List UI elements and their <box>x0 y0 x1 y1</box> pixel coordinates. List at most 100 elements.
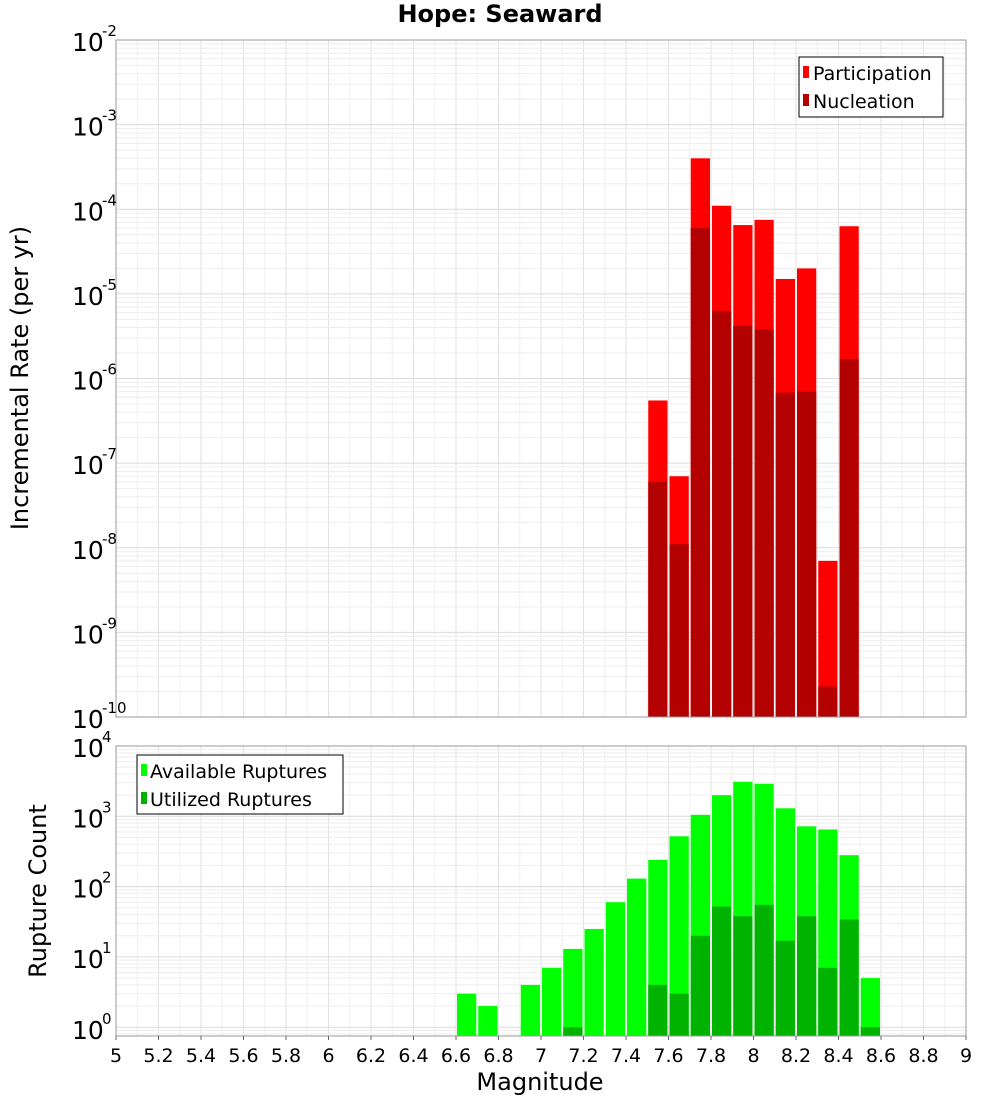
bottom-y-axis-label: Rupture Count <box>24 804 52 978</box>
bottom-y-tick-exponent: 2 <box>102 869 112 887</box>
top-y-axis-label: Incremental Rate (per yr) <box>6 226 34 530</box>
bottom-bar-utilized-ruptures <box>712 906 732 1036</box>
nucleation-swatch <box>803 94 809 106</box>
bottom-bar-available-ruptures <box>669 836 689 1036</box>
top-y-tick-exponent: -10 <box>102 699 127 717</box>
bottom-bar-available-ruptures <box>520 984 540 1036</box>
top-bar-nucleation <box>797 391 817 717</box>
top-y-tick-exponent: -9 <box>102 614 117 632</box>
legend-nucleation: Nucleation <box>813 91 915 113</box>
top-bars <box>648 158 859 718</box>
bottom-bar-utilized-ruptures <box>754 904 774 1036</box>
top-y-tick-label: 10 <box>72 705 104 734</box>
bottom-bar-available-ruptures <box>860 978 880 1036</box>
top-y-tick-label: 10 <box>72 451 104 480</box>
top-bar-nucleation <box>712 310 732 717</box>
top-bar-nucleation <box>818 686 838 717</box>
bottom-bar-utilized-ruptures <box>669 993 689 1036</box>
top-y-tick-exponent: -2 <box>102 22 117 40</box>
top-y-tick-label: 10 <box>72 620 104 649</box>
top-legend-box <box>798 56 944 118</box>
x-tick-label: 7.4 <box>611 1045 641 1067</box>
bottom-y-tick-exponent: 4 <box>102 728 112 746</box>
x-tick-label: 5 <box>110 1045 122 1067</box>
bottom-bar-utilized-ruptures <box>797 916 817 1036</box>
top-y-tick-label: 10 <box>72 28 104 57</box>
bottom-bar-utilized-ruptures <box>733 916 753 1036</box>
x-axis-label: Magnitude <box>476 1068 603 1096</box>
top-y-tick-exponent: -4 <box>102 191 117 209</box>
top-bar-participation <box>818 560 838 717</box>
x-tick-label: 5.2 <box>143 1045 173 1067</box>
top-bar-nucleation <box>648 481 668 717</box>
bottom-y-tick-label: 10 <box>72 875 104 904</box>
bottom-y-tick-exponent: 3 <box>102 798 112 816</box>
x-tick-label: 8.4 <box>823 1045 853 1067</box>
x-tick-label: 6 <box>322 1045 334 1067</box>
bottom-bar-available-ruptures <box>478 1006 498 1036</box>
top-y-tick-label: 10 <box>72 197 104 226</box>
x-tick-label: 5.8 <box>271 1045 301 1067</box>
top-y-tick-exponent: -7 <box>102 445 117 463</box>
top-y-tick-exponent: -5 <box>102 276 117 294</box>
top-y-ticks: 10-210-310-410-510-610-710-810-910-10 <box>72 22 127 734</box>
top-legend: Participation Nucleation <box>798 56 944 118</box>
x-tick-label: 8 <box>747 1045 759 1067</box>
x-tick-label: 6.2 <box>356 1045 386 1067</box>
top-bar-nucleation <box>775 392 795 717</box>
bottom-bar-utilized-ruptures <box>563 1027 583 1036</box>
bottom-bar-available-ruptures <box>584 928 604 1036</box>
bottom-bar-utilized-ruptures <box>690 935 710 1036</box>
top-grid <box>115 39 967 718</box>
bottom-y-tick-label: 10 <box>72 1016 104 1045</box>
bottom-bar-utilized-ruptures <box>775 940 795 1036</box>
x-tick-label: 8.2 <box>781 1045 811 1067</box>
top-y-tick-label: 10 <box>72 536 104 565</box>
top-bar-nucleation <box>733 325 753 717</box>
bottom-bar-utilized-ruptures <box>648 984 668 1036</box>
top-y-tick-label: 10 <box>72 113 104 142</box>
bottom-legend: Available Ruptures Utilized Ruptures <box>136 754 344 815</box>
x-tick-label: 8.6 <box>866 1045 896 1067</box>
legend-participation: Participation <box>813 63 932 85</box>
top-bar-nucleation <box>669 544 689 717</box>
bottom-y-tick-label: 10 <box>72 945 104 974</box>
bottom-x-ticks: 5 5.2 5.4 5.6 5.8 6 6.2 6.4 6.6 6.8 7 7.2 7.4 7.6 7.8 8… <box>110 1036 972 1067</box>
top-y-tick-exponent: -8 <box>102 530 117 548</box>
bottom-y-tick-label: 10 <box>72 734 104 763</box>
participation-swatch <box>803 66 809 78</box>
utilized-swatch <box>141 792 147 804</box>
bottom-y-tick-label: 10 <box>72 804 104 833</box>
bottom-bar-utilized-ruptures <box>839 919 859 1036</box>
x-tick-label: 7 <box>535 1045 547 1067</box>
legend-available-ruptures: Available Ruptures <box>150 761 327 783</box>
bottom-bar-available-ruptures <box>542 967 562 1036</box>
bottom-bar-utilized-ruptures <box>860 1027 880 1036</box>
top-plot: 10-210-310-410-510-610-710-810-910-10 In… <box>6 22 967 734</box>
bottom-y-tick-exponent: 0 <box>102 1010 112 1028</box>
bottom-y-tick-exponent: 1 <box>102 939 112 957</box>
x-tick-label: 7.6 <box>653 1045 683 1067</box>
top-y-tick-exponent: -3 <box>102 107 117 125</box>
bottom-legend-box <box>136 754 344 815</box>
bottom-bars <box>457 781 880 1036</box>
top-y-tick-exponent: -6 <box>102 361 117 379</box>
available-swatch <box>141 764 147 776</box>
top-bar-nucleation <box>754 329 774 717</box>
x-tick-label: 8.8 <box>908 1045 938 1067</box>
x-tick-label: 7.2 <box>568 1045 598 1067</box>
bottom-bar-utilized-ruptures <box>818 967 838 1036</box>
bottom-bar-available-ruptures <box>563 948 583 1036</box>
legend-utilized-ruptures: Utilized Ruptures <box>150 789 312 811</box>
bottom-bar-available-ruptures <box>605 902 625 1036</box>
top-y-tick-label: 10 <box>72 367 104 396</box>
x-tick-label: 5.6 <box>228 1045 258 1067</box>
x-tick-label: 6.4 <box>398 1045 428 1067</box>
x-tick-label: 6.6 <box>441 1045 471 1067</box>
x-tick-label: 9 <box>960 1045 972 1067</box>
chart-title: Hope: Seaward <box>397 0 602 28</box>
top-y-tick-label: 10 <box>72 282 104 311</box>
top-bar-nucleation <box>690 228 710 717</box>
